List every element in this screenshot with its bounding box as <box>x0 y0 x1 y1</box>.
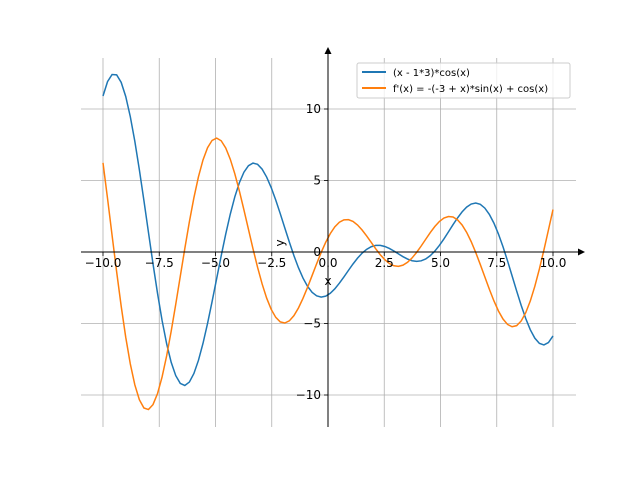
x-tick-label: 2.5 <box>375 256 394 270</box>
y-tick-label: 5 <box>313 174 321 188</box>
x-tick-label: −10.0 <box>85 256 122 270</box>
y-axis-label: y <box>273 239 287 246</box>
x-tick-label: 0.0 <box>318 256 337 270</box>
legend-box <box>356 62 571 99</box>
x-tick-label: 5.0 <box>431 256 450 270</box>
legend-label-0: (x - 1*3)*cos(x) <box>393 68 470 79</box>
y-tick-label: −10 <box>296 388 321 402</box>
tick-labels: −10.0 −7.5 −5.0 −2.5 0.0 2.5 5.0 7.5 10.0 −10 −5 0 5… <box>85 102 567 402</box>
x-tick-label: 7.5 <box>487 256 506 270</box>
x-axis-arrow <box>578 248 585 256</box>
legend: (x - 1*3)*cos(x) f'(x) = -(-3 + x)*sin(x… <box>356 62 571 99</box>
x-tick-label: 10.0 <box>540 256 567 270</box>
x-axis-label: x <box>324 274 331 288</box>
y-tick-label: −5 <box>303 317 321 331</box>
legend-label-1: f'(x) = -(-3 + x)*sin(x) + cos(x) <box>393 84 548 95</box>
axes <box>81 47 585 427</box>
y-tick-label: 10 <box>306 102 321 116</box>
x-tick-label: −5.0 <box>201 256 230 270</box>
y-axis-arrow <box>324 47 332 54</box>
x-tick-label: −2.5 <box>257 256 286 270</box>
y-tick-label: 0 <box>313 245 321 259</box>
x-tick-label: −7.5 <box>145 256 174 270</box>
